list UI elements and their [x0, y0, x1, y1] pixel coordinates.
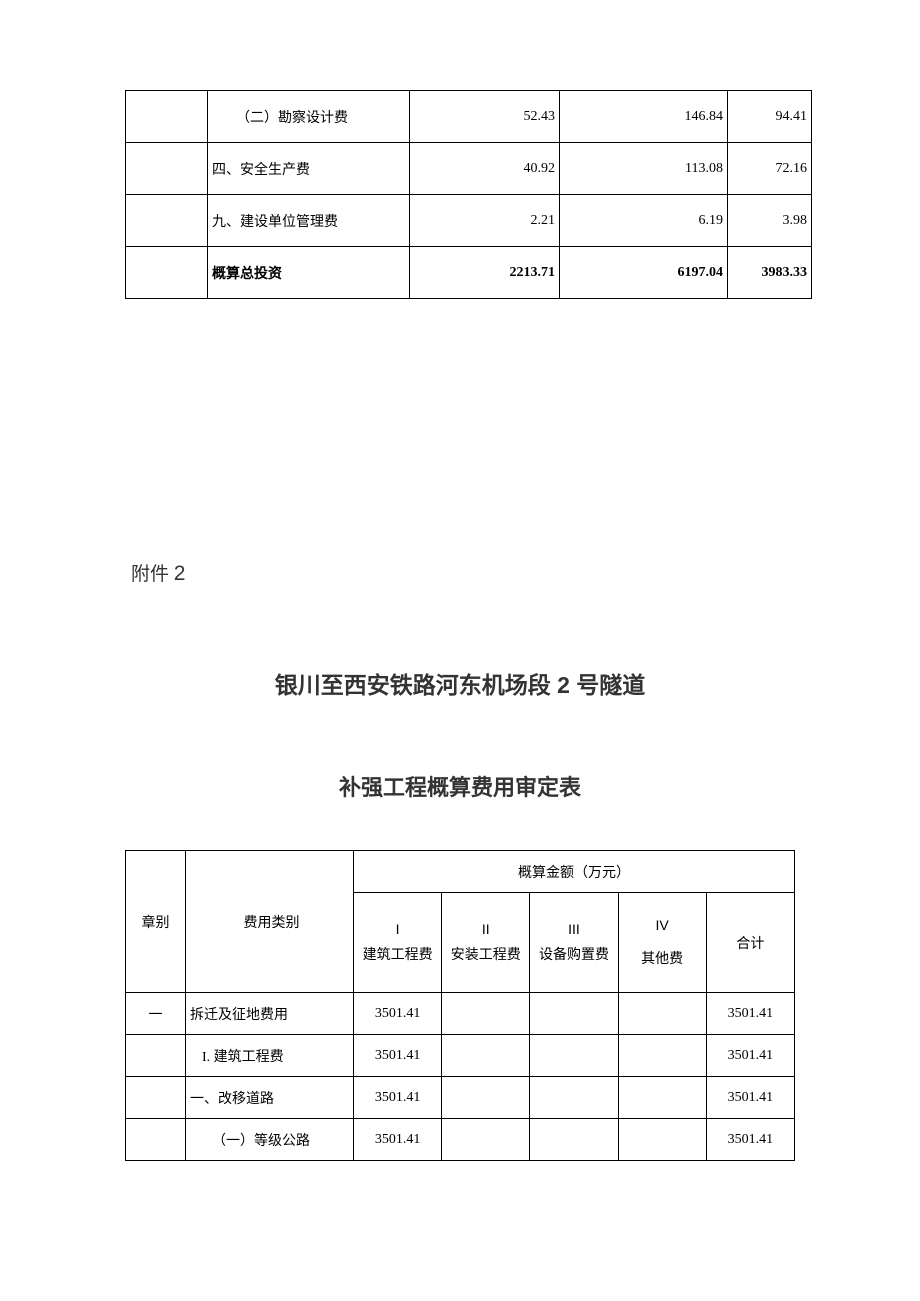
table-cell: 6197.04 [560, 247, 728, 299]
table-cell [126, 143, 208, 195]
header-amount-group: 概算金额（万元） [354, 851, 795, 893]
table2-body: 一拆迁及征地费用3501.413501.41I. 建筑工程费3501.41350… [126, 993, 795, 1161]
cell-total: 3501.41 [706, 1077, 794, 1119]
table-row: 一拆迁及征地费用3501.413501.41 [126, 993, 795, 1035]
cell-fee-type: （一）等级公路 [186, 1119, 354, 1161]
table-row: （一）等级公路3501.413501.41 [126, 1119, 795, 1161]
cell-value [442, 1077, 530, 1119]
attachment-label: 附件 2 [125, 559, 795, 586]
header-col-iv: IV 其他费 [618, 893, 706, 993]
table-cell: 九、建设单位管理费 [208, 195, 410, 247]
header-col-i-roman: I [354, 916, 441, 943]
header-col-iv-label: 其他费 [619, 947, 706, 974]
title-part-a: 银川至西安铁路河东机场段 [275, 672, 551, 698]
cell-chapter [126, 1035, 186, 1077]
table-cell: 3983.33 [728, 247, 812, 299]
cell-value [618, 993, 706, 1035]
cell-value [530, 1035, 618, 1077]
table-cell: 113.08 [560, 143, 728, 195]
table-cell: 概算总投资 [208, 247, 410, 299]
cell-value [530, 1119, 618, 1161]
cell-chapter [126, 1077, 186, 1119]
cell-fee-type: 一、改移道路 [186, 1077, 354, 1119]
cell-value [442, 1035, 530, 1077]
document-title-line1: 银川至西安铁路河东机场段 2 号隧道 [125, 666, 795, 700]
cell-total: 3501.41 [706, 993, 794, 1035]
header-chapter: 章别 [126, 851, 186, 993]
table-cell: 94.41 [728, 91, 812, 143]
table-cell: 6.19 [560, 195, 728, 247]
header-col-iii: III 设备购置费 [530, 893, 618, 993]
header-col-ii-roman: II [442, 916, 529, 943]
header-col-iii-roman: III [530, 916, 617, 943]
cell-value [442, 1119, 530, 1161]
table-cell: 52.43 [410, 91, 560, 143]
table-row: 九、建设单位管理费2.216.193.98 [126, 195, 812, 247]
header-total: 合计 [706, 893, 794, 993]
cell-fee-type: 拆迁及征地费用 [186, 993, 354, 1035]
document-title-line2: 补强工程概算费用审定表 [125, 770, 795, 802]
table-row: I. 建筑工程费3501.413501.41 [126, 1035, 795, 1077]
header-col-i-label: 建筑工程费 [354, 943, 441, 970]
attachment-prefix: 附件 [131, 564, 169, 585]
header-col-iv-roman: IV [619, 912, 706, 939]
table-cell: 40.92 [410, 143, 560, 195]
cell-total: 3501.41 [706, 1035, 794, 1077]
header-col-ii: II 安装工程费 [442, 893, 530, 993]
header-fee-type: 费用类别 [186, 851, 354, 993]
cell-value [442, 993, 530, 1035]
table-row: 四、安全生产费40.92113.0872.16 [126, 143, 812, 195]
table-cell: 146.84 [560, 91, 728, 143]
header-col-i: I 建筑工程费 [354, 893, 442, 993]
table2-header: 章别 费用类别 概算金额（万元） I 建筑工程费 II 安装工程费 [126, 851, 795, 993]
cell-value [618, 1077, 706, 1119]
cell-chapter: 一 [126, 993, 186, 1035]
table1-body: （二）勘察设计费52.43146.8494.41四、安全生产费40.92113.… [126, 91, 812, 299]
table-row: 一、改移道路3501.413501.41 [126, 1077, 795, 1119]
cell-value [618, 1035, 706, 1077]
attachment-number: 2 [174, 562, 186, 585]
table-row: 概算总投资2213.716197.043983.33 [126, 247, 812, 299]
table-cell [126, 247, 208, 299]
cell-value: 3501.41 [354, 1035, 442, 1077]
cell-chapter [126, 1119, 186, 1161]
cell-value [618, 1119, 706, 1161]
table-cell: 72.16 [728, 143, 812, 195]
cell-value: 3501.41 [354, 1119, 442, 1161]
cell-total: 3501.41 [706, 1119, 794, 1161]
cell-value [530, 993, 618, 1035]
title-number: 2 [557, 672, 570, 698]
table-cell: 2213.71 [410, 247, 560, 299]
table-cell [126, 91, 208, 143]
budget-approval-table: 章别 费用类别 概算金额（万元） I 建筑工程费 II 安装工程费 [125, 850, 795, 1161]
summary-table-continuation: （二）勘察设计费52.43146.8494.41四、安全生产费40.92113.… [125, 90, 812, 299]
table-cell: 2.21 [410, 195, 560, 247]
cell-value [530, 1077, 618, 1119]
cell-value: 3501.41 [354, 1077, 442, 1119]
cell-fee-type: I. 建筑工程费 [186, 1035, 354, 1077]
header-col-iii-label: 设备购置费 [530, 943, 617, 970]
header-col-ii-label: 安装工程费 [442, 943, 529, 970]
table-cell: （二）勘察设计费 [208, 91, 410, 143]
table-cell [126, 195, 208, 247]
table-cell: 3.98 [728, 195, 812, 247]
table-cell: 四、安全生产费 [208, 143, 410, 195]
table-row: （二）勘察设计费52.43146.8494.41 [126, 91, 812, 143]
cell-value: 3501.41 [354, 993, 442, 1035]
title-part-b: 号隧道 [576, 672, 645, 698]
